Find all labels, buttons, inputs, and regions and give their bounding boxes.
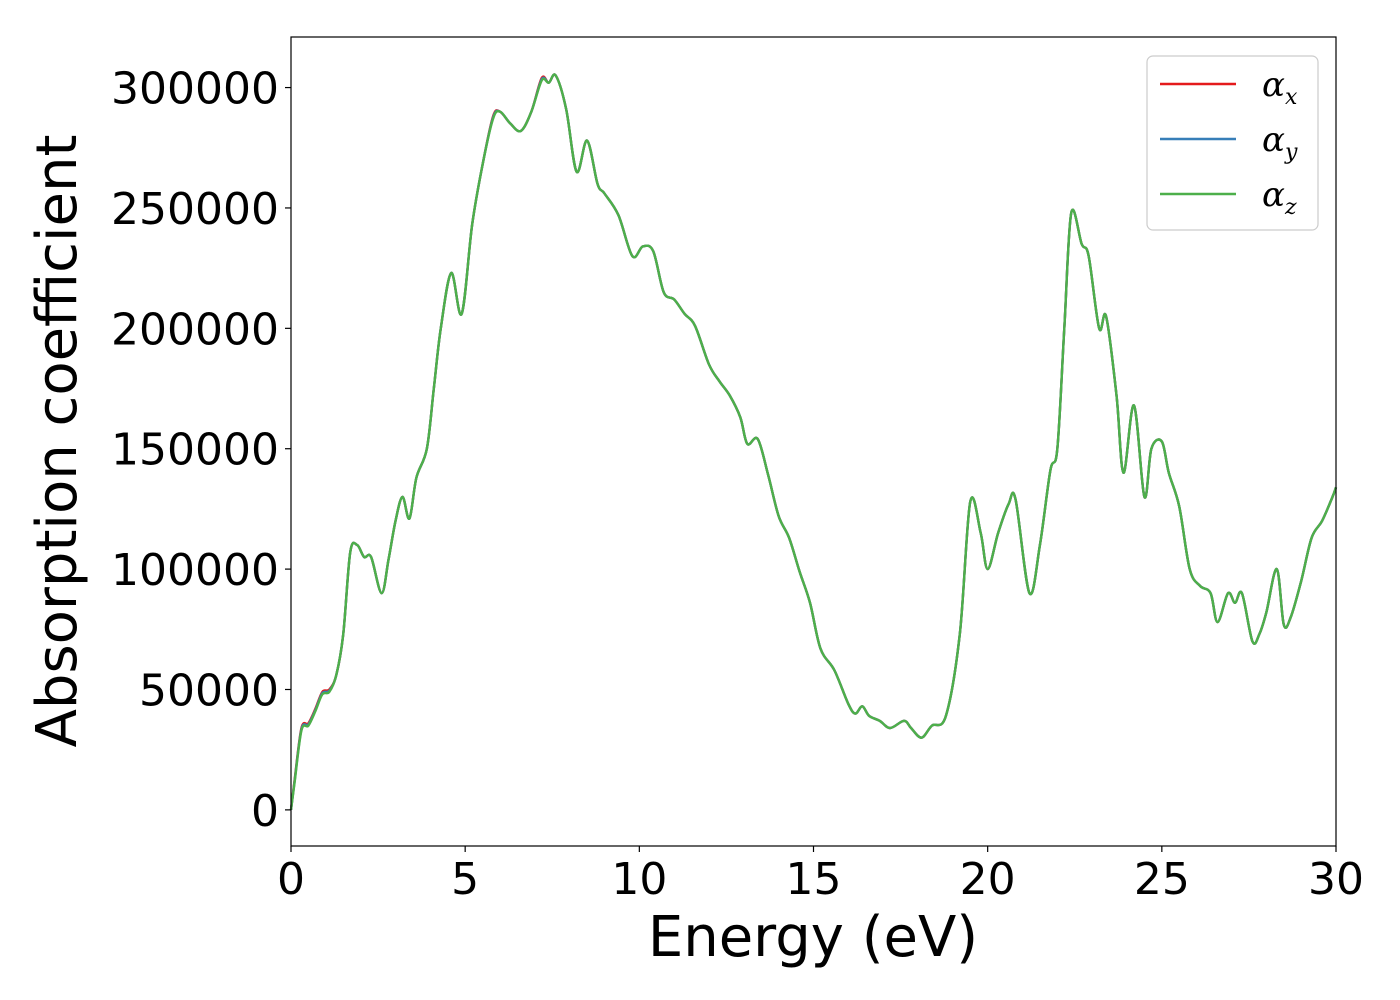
y-tick-label: 0 bbox=[251, 786, 279, 837]
x-tick-label: 10 bbox=[611, 854, 667, 905]
x-tick-label: 0 bbox=[277, 854, 305, 905]
legend: αx αy αz bbox=[1146, 55, 1319, 231]
x-tick-label: 20 bbox=[960, 854, 1016, 905]
legend-box bbox=[1146, 55, 1319, 231]
y-axis-ticks: 0 50000 100000 150000 200000 250000 300000 bbox=[111, 64, 291, 837]
x-tick-label: 15 bbox=[786, 854, 842, 905]
x-tick-label: 30 bbox=[1308, 854, 1364, 905]
x-tick-label: 25 bbox=[1134, 854, 1190, 905]
legend-items: αx αy αz bbox=[1160, 65, 1298, 220]
x-axis-title: Energy (eV) bbox=[648, 905, 978, 970]
y-tick-label: 300000 bbox=[111, 64, 279, 115]
x-axis-ticks: 0 5 10 15 20 25 30 bbox=[277, 846, 1364, 905]
y-tick-label: 150000 bbox=[111, 425, 279, 476]
y-tick-label: 250000 bbox=[111, 184, 279, 235]
y-tick-label: 100000 bbox=[111, 545, 279, 596]
x-tick-label: 5 bbox=[451, 854, 479, 905]
series-layer bbox=[289, 73, 1338, 811]
legend-label-x: αx bbox=[1262, 65, 1298, 110]
series-line-z bbox=[289, 73, 1338, 811]
y-axis-title: Absorption coefficient bbox=[25, 135, 90, 748]
legend-label-y: αy bbox=[1262, 120, 1298, 165]
y-tick-label: 50000 bbox=[139, 665, 279, 716]
legend-label-z: αz bbox=[1262, 175, 1297, 220]
y-tick-label: 200000 bbox=[111, 304, 279, 355]
